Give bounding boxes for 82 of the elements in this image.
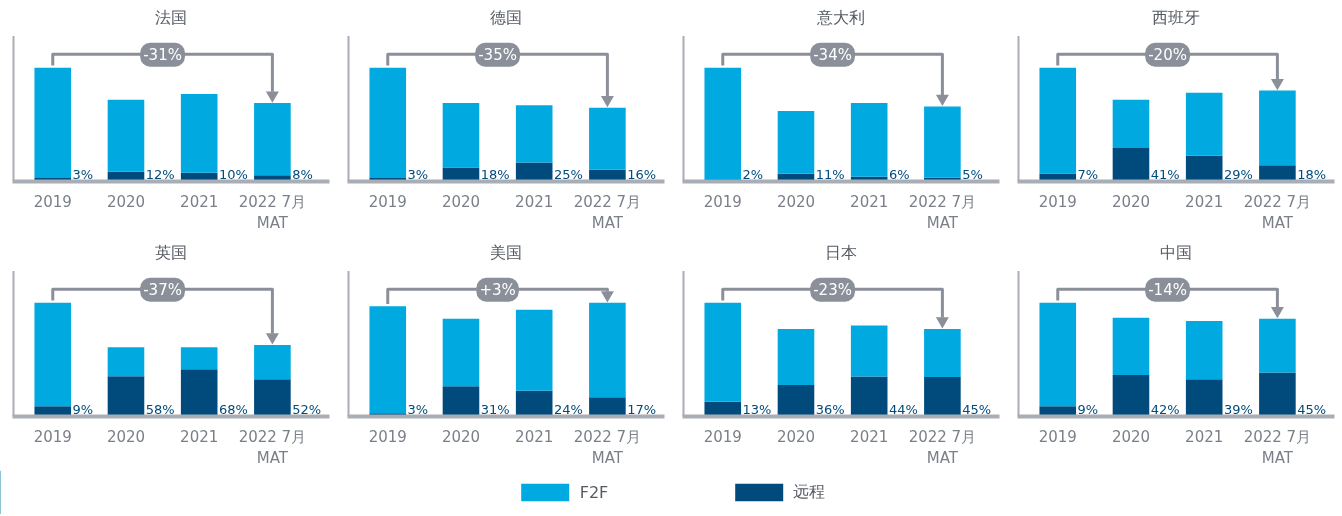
x-tick-label: 2019 xyxy=(368,192,407,211)
annotation: 58% xyxy=(145,401,175,417)
x-tick-label: 2020 xyxy=(106,427,146,446)
annotation: 42% xyxy=(1150,401,1180,417)
annotation: 16% xyxy=(627,166,657,182)
legend-label: 远程 xyxy=(793,481,826,503)
text: -37% xyxy=(143,280,182,299)
annotation: 2% xyxy=(742,166,764,182)
x-tick-label: 2021 xyxy=(1185,192,1224,211)
annotation: 7% xyxy=(1077,166,1099,182)
x-tick-label: 2022 7月 MAT xyxy=(1243,192,1312,233)
annotation: 52% xyxy=(292,401,322,417)
annotation: 6% xyxy=(888,166,910,182)
x-tick-label: 2022 7月 MAT xyxy=(908,427,977,468)
chart-title: 德国 xyxy=(490,7,522,27)
annotation: 17% xyxy=(627,401,657,417)
text: -23% xyxy=(813,280,852,299)
annotation: 29% xyxy=(1223,166,1253,182)
annotation: 44% xyxy=(888,401,918,417)
x-tick-label: 2020 xyxy=(106,192,146,211)
annotation: 45% xyxy=(1297,401,1327,417)
annotation: 9% xyxy=(1077,401,1099,417)
text: -14% xyxy=(1148,280,1187,299)
x-tick-label: 2022 7月 MAT xyxy=(1243,427,1312,468)
x-tick-label: 2021 xyxy=(515,192,554,211)
annotation: 11% xyxy=(815,166,845,182)
annotation: 13% xyxy=(742,401,772,417)
chart-title: 中国 xyxy=(1160,242,1192,262)
chart-title: 美国 xyxy=(490,242,522,262)
annotation: 45% xyxy=(962,401,992,417)
annotation: 9% xyxy=(72,401,94,417)
annotation: 18% xyxy=(1297,166,1327,182)
annotation: 3% xyxy=(407,401,429,417)
chart-title: 西班牙 xyxy=(1152,7,1200,27)
x-tick-label: 2019 xyxy=(703,427,742,446)
legend-label: F2F xyxy=(579,482,609,502)
annotation: 36% xyxy=(815,401,845,417)
annotation: 68% xyxy=(218,401,248,417)
x-tick-label: 2020 xyxy=(441,427,481,446)
annotation: 5% xyxy=(962,166,983,182)
x-tick-label: 2022 7月 MAT xyxy=(238,427,307,468)
x-tick-label: 2020 xyxy=(1111,427,1151,446)
annotation: 3% xyxy=(407,166,429,182)
x-tick-label: 2019 xyxy=(368,427,407,446)
annotation: 41% xyxy=(1150,166,1180,182)
chart-title: 日本 xyxy=(825,242,857,262)
x-tick-label: 2019 xyxy=(1038,192,1077,211)
text: -35% xyxy=(478,45,517,64)
x-tick-label: 2020 xyxy=(776,192,816,211)
annotation: 24% xyxy=(553,401,583,417)
x-tick-label: 2021 xyxy=(180,192,219,211)
x-tick-label: 2020 xyxy=(441,192,481,211)
text: -34% xyxy=(813,45,852,64)
x-tick-label: 2019 xyxy=(33,192,72,211)
x-tick-label: 2021 xyxy=(850,192,889,211)
annotation: 10% xyxy=(218,166,248,182)
annotation: 18% xyxy=(480,166,510,182)
annotation: 8% xyxy=(292,166,313,182)
annotation: 31% xyxy=(480,401,510,417)
x-tick-label: 2022 7月 MAT xyxy=(238,192,307,233)
x-tick-label: 2021 xyxy=(515,427,554,446)
x-tick-label: 2021 xyxy=(1185,427,1224,446)
annotation: 3% xyxy=(72,166,94,182)
annotation: 25% xyxy=(553,166,583,182)
text: -20% xyxy=(1148,45,1187,64)
chart-title: 法国 xyxy=(155,7,187,27)
x-tick-label: 2019 xyxy=(703,192,742,211)
x-tick-label: 2020 xyxy=(776,427,816,446)
x-tick-label: 2019 xyxy=(1038,427,1077,446)
x-tick-label: 2021 xyxy=(850,427,889,446)
x-tick-label: 2021 xyxy=(180,427,219,446)
chart-title: 英国 xyxy=(155,242,187,262)
text: -31% xyxy=(143,45,182,64)
x-tick-label: 2022 7月 MAT xyxy=(908,192,977,233)
text: +3% xyxy=(479,280,516,299)
annotation: 39% xyxy=(1223,401,1253,417)
x-tick-label: 2019 xyxy=(33,427,72,446)
x-tick-label: 2022 7月 MAT xyxy=(573,192,642,233)
x-tick-label: 2022 7月 MAT xyxy=(573,427,642,468)
annotation: 12% xyxy=(145,166,175,182)
chart-title: 意大利 xyxy=(816,7,865,27)
x-tick-label: 2020 xyxy=(1111,192,1151,211)
